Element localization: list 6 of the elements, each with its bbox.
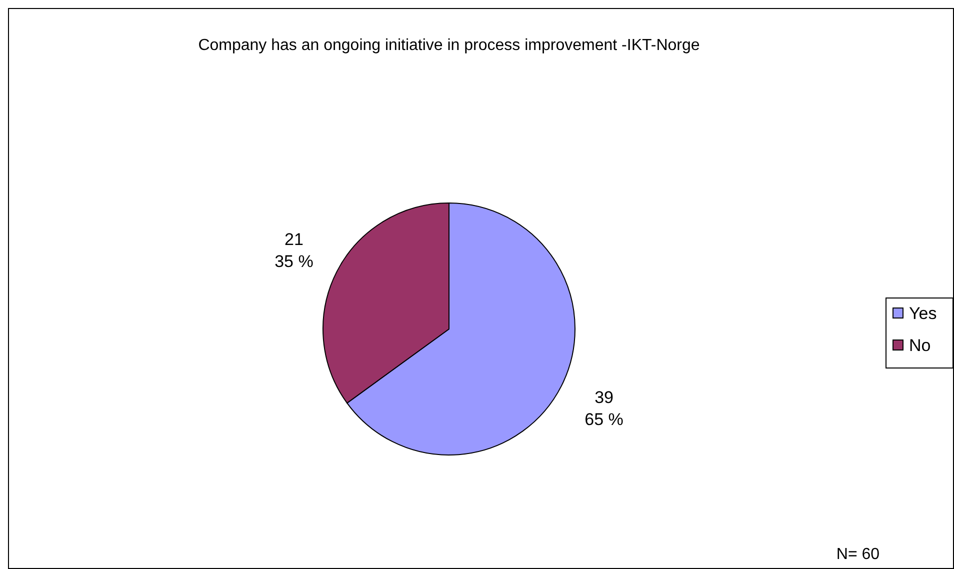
legend-label: No — [909, 336, 931, 355]
data-label: 39 65 % — [584, 388, 624, 429]
legend-label: Yes — [909, 304, 937, 323]
chart-title: Company has an ongoing initiative in process improvement -IKT-Norge — [198, 37, 700, 54]
text: N= 60 — [836, 546, 880, 563]
data-label: 21 35 % — [274, 230, 314, 272]
